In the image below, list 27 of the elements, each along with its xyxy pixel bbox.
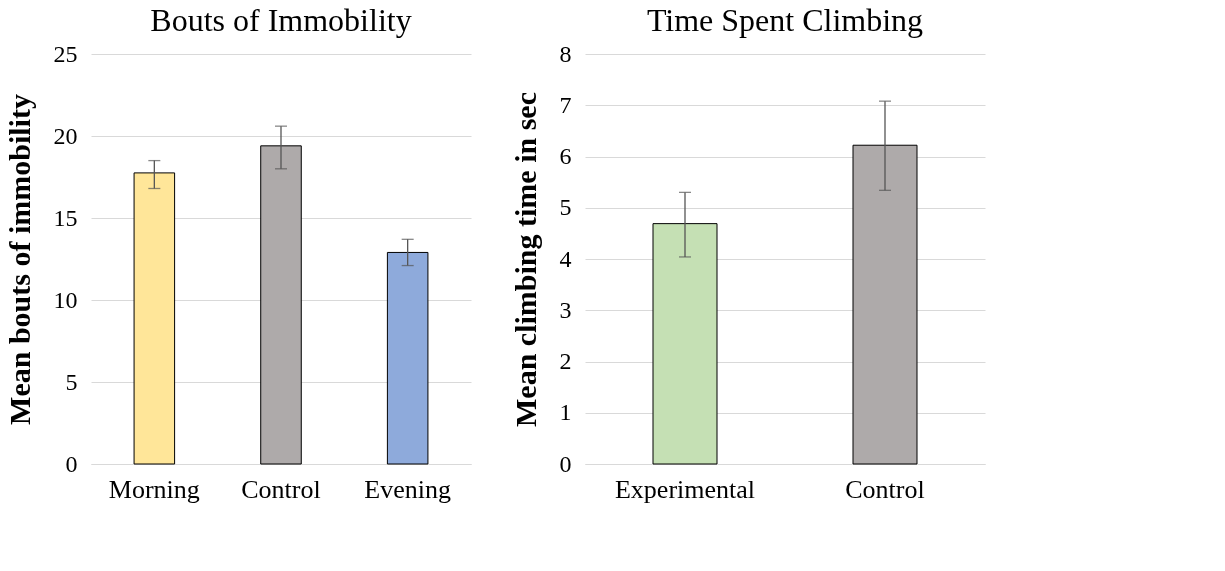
chart-title: Time Spent Climbing — [646, 2, 924, 38]
y-tick-label: 1 — [559, 399, 572, 426]
bar — [260, 145, 302, 465]
y-tick-label: 20 — [53, 122, 78, 149]
y-axis-title: Mean bouts of immobility — [2, 94, 36, 425]
y-tick-label: 6 — [559, 143, 572, 169]
x-tick-label: Morning — [108, 474, 200, 504]
y-tick-label: 0 — [65, 450, 78, 477]
y-tick-label: 4 — [559, 245, 572, 272]
y-tick-label: 5 — [559, 194, 572, 221]
y-tick-label: 25 — [53, 40, 78, 67]
y-tick-label: 2 — [559, 348, 572, 374]
y-tick-label: 7 — [559, 91, 572, 118]
chart-title: Bouts of Immobility — [150, 2, 412, 38]
y-tick-label: 15 — [53, 204, 78, 231]
x-tick-label: Control — [845, 474, 925, 504]
x-tick-label: Experimental — [614, 474, 756, 504]
y-axis-title: Mean climbing time in sec — [508, 92, 542, 427]
x-tick-label: Evening — [364, 474, 451, 504]
y-tick-label: 3 — [559, 296, 572, 323]
bar — [386, 251, 429, 465]
y-tick-label: 5 — [65, 368, 78, 395]
y-tick-label: 0 — [559, 450, 572, 477]
y-tick-label: 10 — [53, 286, 78, 313]
y-tick-label: 8 — [559, 40, 572, 67]
bar — [133, 172, 176, 465]
x-tick-label: Control — [241, 474, 321, 504]
